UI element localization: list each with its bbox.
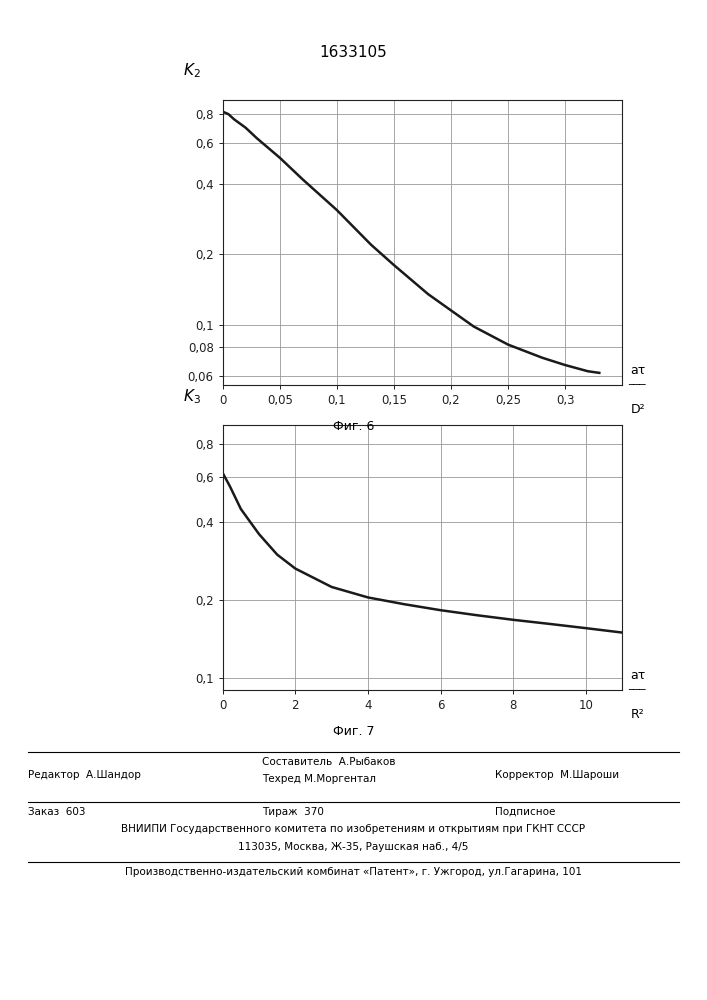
Text: 113035, Москва, Ж-35, Раушская наб., 4/5: 113035, Москва, Ж-35, Раушская наб., 4/5 — [238, 842, 469, 852]
Text: ───: ─── — [628, 685, 645, 695]
Text: aτ: aτ — [631, 669, 646, 682]
Text: Заказ  603: Заказ 603 — [28, 807, 86, 817]
Text: Тираж  370: Тираж 370 — [262, 807, 324, 817]
Text: $K_2$: $K_2$ — [182, 61, 200, 80]
Text: ВНИИПИ Государственного комитета по изобретениям и открытиям при ГКНТ СССР: ВНИИПИ Государственного комитета по изоб… — [122, 824, 585, 834]
Text: Фиг. 7: Фиг. 7 — [333, 725, 374, 738]
Text: $K_3$: $K_3$ — [182, 388, 201, 406]
Text: Подписное: Подписное — [495, 807, 555, 817]
Text: Техред М.Моргентал: Техред М.Моргентал — [262, 774, 375, 784]
Text: ───: ─── — [628, 380, 645, 390]
Text: R²: R² — [631, 708, 644, 721]
Text: Составитель  А.Рыбаков: Составитель А.Рыбаков — [262, 757, 395, 767]
Text: aτ: aτ — [631, 364, 646, 377]
Text: Редактор  А.Шандор: Редактор А.Шандор — [28, 770, 141, 780]
Text: 1633105: 1633105 — [320, 45, 387, 60]
Text: Производственно-издательский комбинат «Патент», г. Ужгород, ул.Гагарина, 101: Производственно-издательский комбинат «П… — [125, 867, 582, 877]
Text: Корректор  М.Шароши: Корректор М.Шароши — [495, 770, 619, 780]
Text: D²: D² — [631, 403, 645, 416]
Text: Фиг. 6: Фиг. 6 — [333, 420, 374, 433]
